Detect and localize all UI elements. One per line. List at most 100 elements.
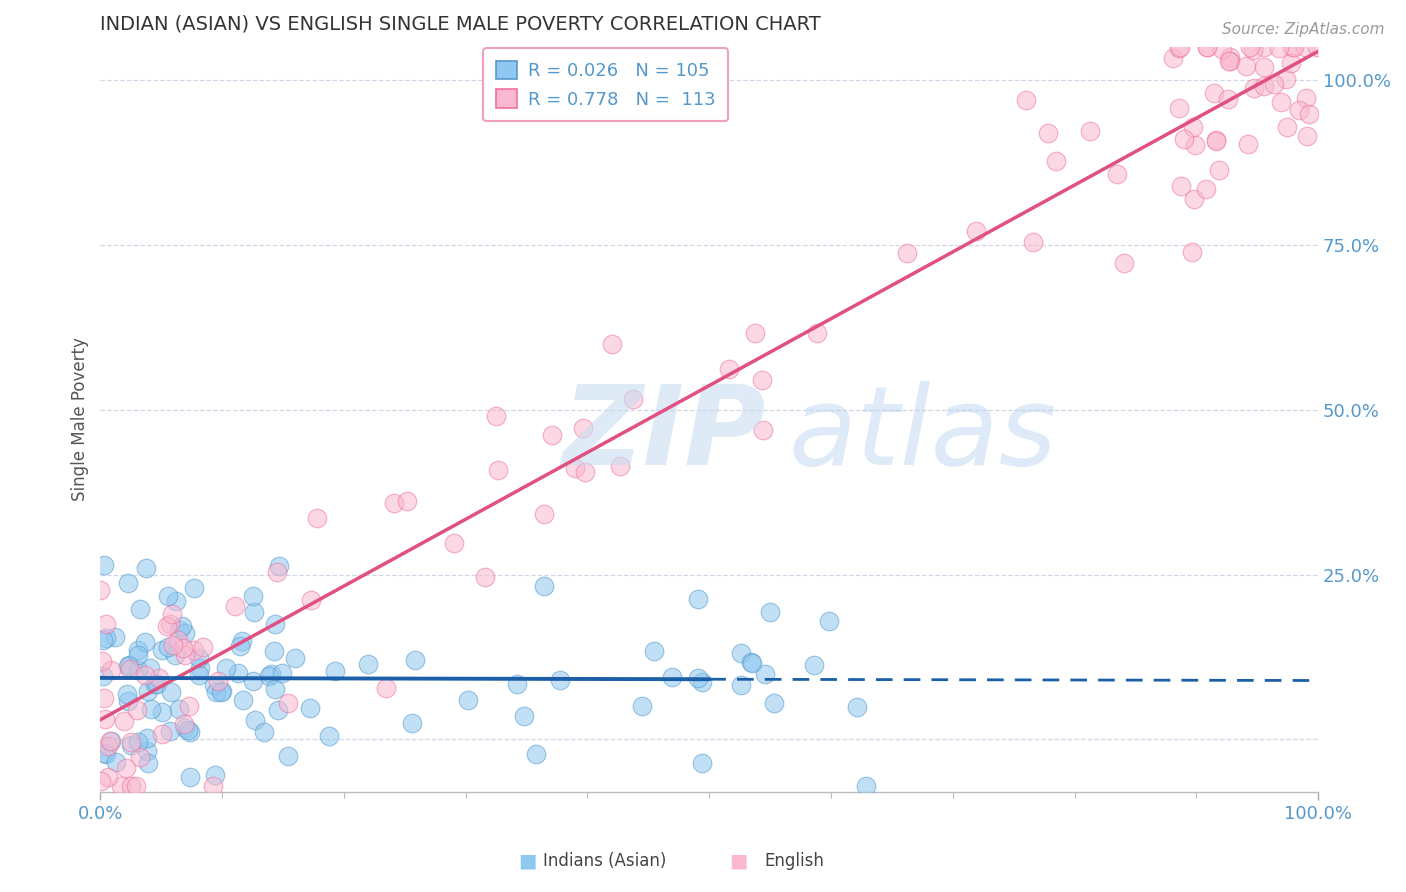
Point — [1170, 39, 1192, 54]
Point — [744, 326, 766, 341]
Point — [242, 606, 264, 620]
Point — [156, 640, 179, 655]
Point — [146, 676, 169, 690]
Point — [1275, 120, 1298, 134]
Point — [263, 617, 285, 632]
Point — [93, 669, 115, 683]
Point — [117, 659, 139, 673]
Point — [1298, 107, 1320, 121]
Point — [97, 739, 120, 753]
Point — [896, 246, 918, 260]
Point — [1181, 244, 1204, 259]
Point — [457, 693, 479, 707]
Point — [94, 631, 117, 645]
Point — [1045, 154, 1067, 169]
Point — [1163, 51, 1185, 65]
Point — [1208, 163, 1230, 178]
Point — [242, 674, 264, 689]
Point — [759, 605, 782, 619]
Point — [150, 706, 173, 720]
Point — [401, 715, 423, 730]
Point — [1281, 39, 1303, 54]
Point — [139, 661, 162, 675]
Point — [127, 648, 149, 662]
Point — [763, 696, 786, 710]
Point — [266, 703, 288, 717]
Point — [1295, 128, 1317, 143]
Point — [242, 590, 264, 604]
Point — [193, 640, 215, 654]
Point — [1205, 134, 1227, 148]
Point — [1194, 182, 1216, 196]
Point — [1022, 235, 1045, 249]
Point — [643, 644, 665, 658]
Point — [165, 593, 187, 607]
Point — [1282, 39, 1305, 54]
Point — [188, 650, 211, 665]
Point — [1170, 178, 1192, 193]
Point — [120, 738, 142, 752]
Point — [129, 602, 152, 616]
Point — [148, 671, 170, 685]
Point — [717, 361, 740, 376]
Text: Source: ZipAtlas.com: Source: ZipAtlas.com — [1222, 22, 1385, 37]
Point — [120, 779, 142, 793]
Point — [231, 634, 253, 648]
Point — [183, 643, 205, 657]
Point — [533, 579, 555, 593]
Point — [1168, 41, 1191, 55]
Point — [263, 643, 285, 657]
Point — [505, 677, 527, 691]
Point — [117, 694, 139, 708]
Point — [730, 678, 752, 692]
Point — [120, 663, 142, 677]
Point — [1168, 101, 1191, 115]
Point — [100, 663, 122, 677]
Point — [806, 326, 828, 341]
Point — [160, 607, 183, 622]
Text: ■: ■ — [517, 851, 537, 871]
Point — [1288, 103, 1310, 118]
Point — [226, 665, 249, 680]
Point — [136, 744, 159, 758]
Point — [382, 496, 405, 510]
Point — [183, 581, 205, 595]
Point — [740, 655, 762, 669]
Point — [162, 638, 184, 652]
Point — [1295, 91, 1317, 105]
Point — [232, 692, 254, 706]
Point — [224, 599, 246, 613]
Point — [211, 684, 233, 698]
Point — [115, 761, 138, 775]
Point — [174, 721, 197, 735]
Point — [564, 461, 586, 475]
Point — [305, 510, 328, 524]
Point — [207, 673, 229, 688]
Point — [271, 665, 294, 680]
Y-axis label: Single Male Poverty: Single Male Poverty — [72, 337, 89, 501]
Point — [150, 643, 173, 657]
Point — [173, 717, 195, 731]
Legend: R = 0.026   N = 105, R = 0.778   N =  113: R = 0.026 N = 105, R = 0.778 N = 113 — [484, 48, 728, 121]
Point — [375, 681, 398, 695]
Point — [174, 625, 197, 640]
Point — [688, 592, 710, 607]
Point — [96, 747, 118, 761]
Point — [117, 575, 139, 590]
Point — [167, 702, 190, 716]
Point — [803, 657, 825, 672]
Text: atlas: atlas — [789, 381, 1057, 488]
Point — [284, 651, 307, 665]
Point — [1275, 71, 1298, 86]
Point — [177, 723, 200, 737]
Point — [127, 703, 149, 717]
Point — [1107, 167, 1129, 181]
Point — [90, 774, 112, 789]
Point — [190, 660, 212, 674]
Point — [574, 465, 596, 479]
Point — [257, 669, 280, 683]
Point — [170, 619, 193, 633]
Point — [1263, 77, 1285, 91]
Point — [1015, 93, 1038, 107]
Point — [395, 494, 418, 508]
